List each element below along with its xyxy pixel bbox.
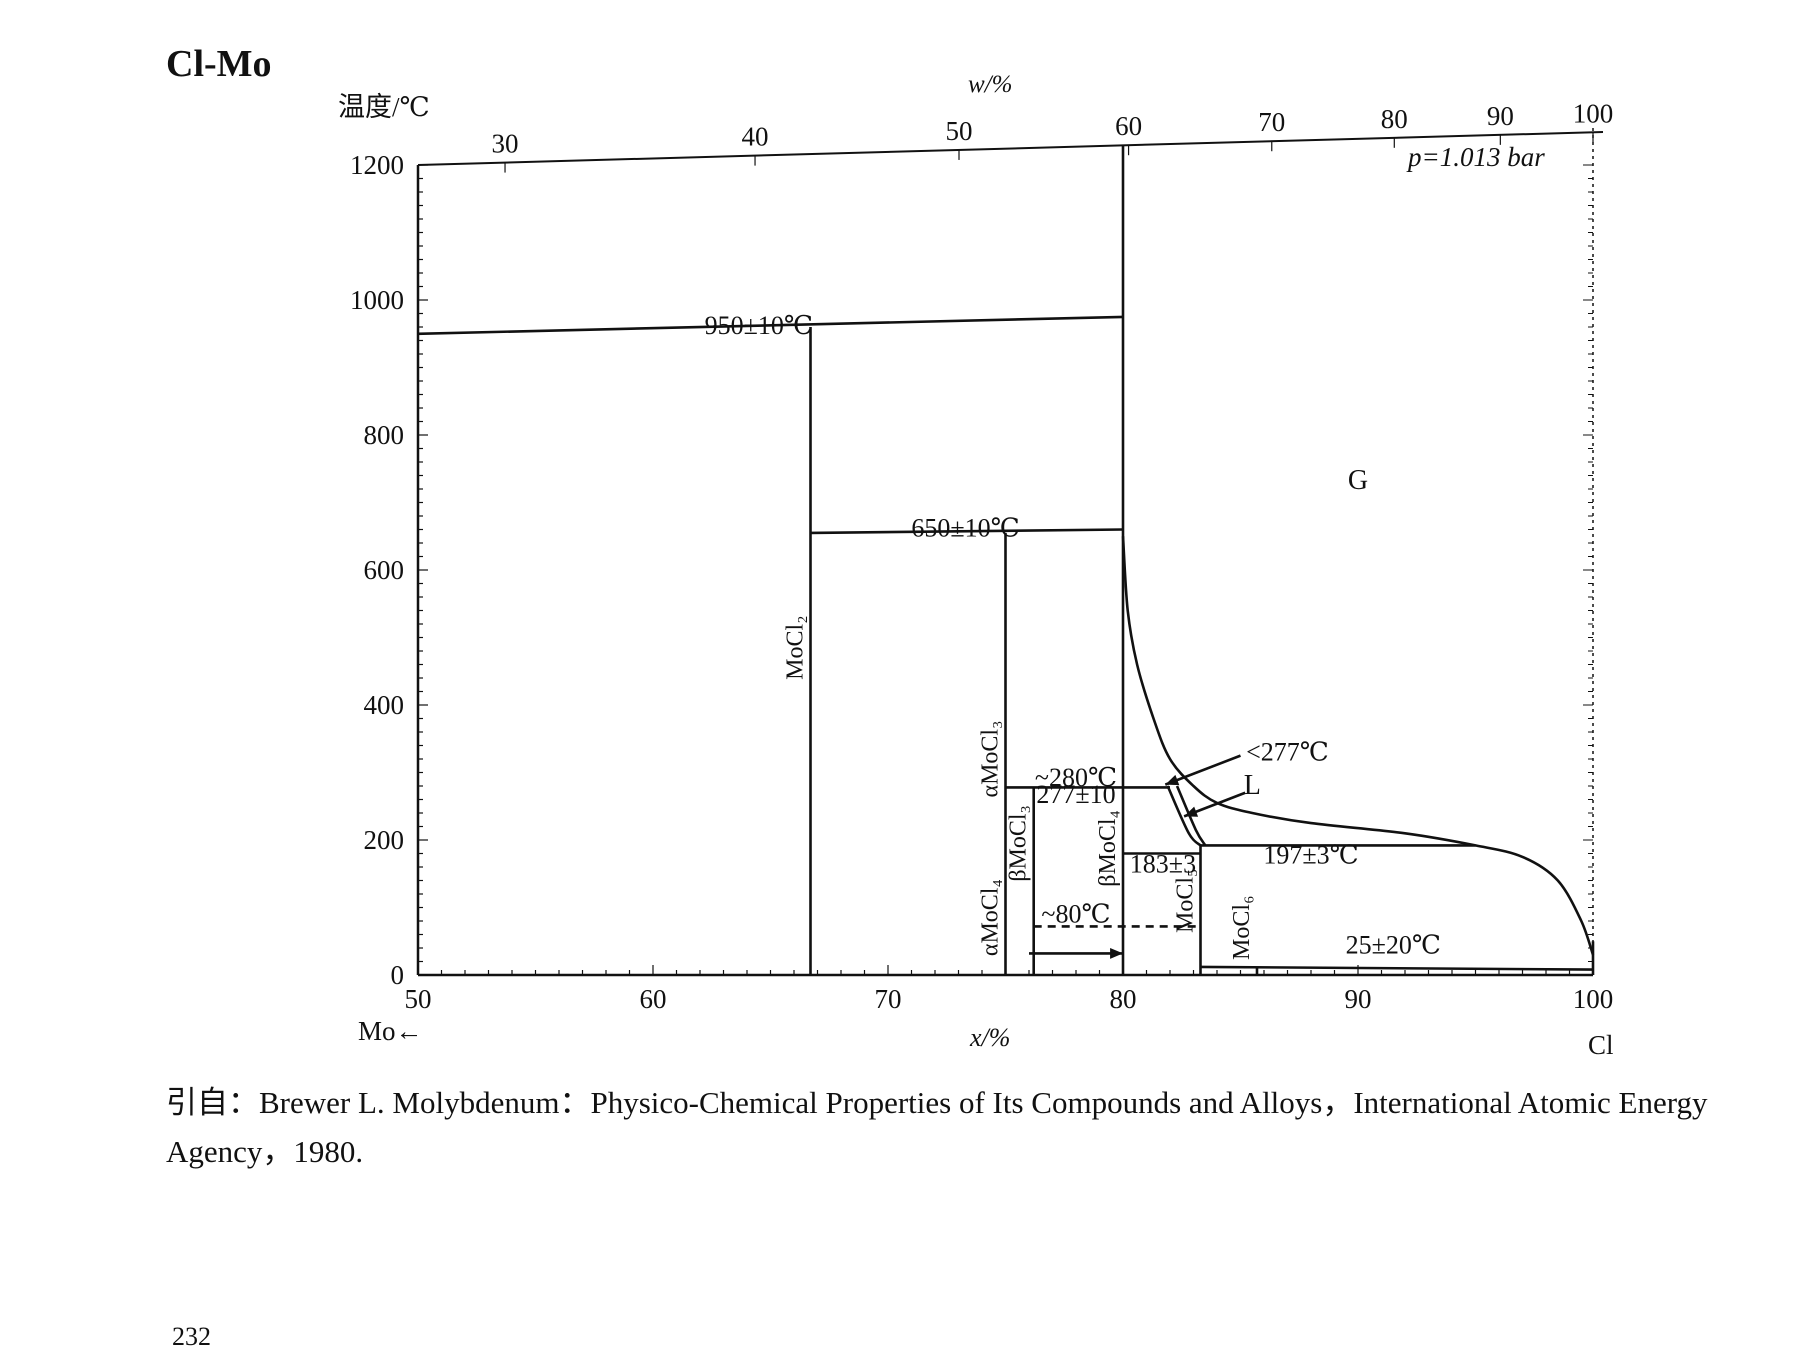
gas-liquidus-curve	[1121, 536, 1595, 956]
y-tick-label: 1200	[350, 150, 404, 180]
boundary-line	[1200, 965, 1594, 971]
x-tick-label: 70	[875, 984, 902, 1014]
compound-label: MoCl₆	[1229, 896, 1255, 960]
y-tick-label: 200	[364, 825, 405, 855]
temperature-annotation: 950±10℃	[705, 311, 813, 340]
compound-label: MoCl₂	[782, 615, 808, 679]
compound-label: MoCl₅	[1173, 869, 1199, 933]
y-tick-label: 400	[364, 690, 405, 720]
right-element-label: Cl	[1588, 1030, 1614, 1060]
y-axis-label: 温度/℃	[338, 92, 430, 122]
temperature-annotation: 183±3	[1130, 849, 1196, 878]
top-tick-label: 50	[946, 116, 973, 146]
source-caption: 引自：Brewer L. Molybdenum：Physico-Chemical…	[166, 1085, 1708, 1169]
temperature-annotation: 650±10℃	[911, 513, 1019, 542]
boundary-line	[417, 315, 1124, 336]
top-tick-label: 60	[1115, 111, 1142, 141]
pointer-arrow-line	[1164, 754, 1241, 786]
page-number: 232	[172, 1322, 211, 1351]
phase-label: L	[1244, 770, 1261, 801]
top-tick-label: 40	[742, 122, 769, 152]
boundary-line	[810, 528, 1124, 535]
y-tick-label: 1000	[350, 285, 404, 315]
pressure-note: p=1.013 bar	[1406, 142, 1545, 172]
temperature-annotation: 197±3℃	[1263, 841, 1358, 870]
temperature-annotation: 277±10	[1036, 780, 1115, 809]
y-tick-label: 600	[364, 555, 405, 585]
x-tick-label: 60	[640, 984, 667, 1014]
top-tick-label: 30	[492, 129, 519, 159]
x-axis-label: x/%	[969, 1023, 1010, 1052]
temperature-annotation: ~80℃	[1041, 899, 1110, 928]
liquid-left-curve	[1166, 785, 1202, 847]
compound-label: αMoCl₄	[978, 879, 1004, 956]
top-tick-label: 100	[1573, 98, 1614, 128]
top-axis-line	[417, 131, 1604, 166]
top-axis-label: w/%	[968, 71, 1012, 98]
pointer-arrow-head	[1184, 806, 1199, 817]
y-tick-label: 0	[391, 960, 405, 990]
chart-title: Cl-Mo	[166, 43, 272, 85]
top-tick-label: 70	[1258, 107, 1285, 137]
pointer-arrow-head	[1110, 947, 1123, 959]
x-tick-label: 90	[1345, 984, 1372, 1014]
pointer-arrow-head	[1165, 774, 1180, 786]
left-element-label: Mo←	[358, 1016, 423, 1046]
top-tick-label: 80	[1381, 104, 1408, 134]
temperature-annotation: <277℃	[1246, 737, 1329, 766]
compound-label: βMoCl₄	[1095, 810, 1121, 887]
x-tick-label: 50	[405, 984, 432, 1014]
x-tick-label: 100	[1573, 984, 1614, 1014]
temperature-annotation: ~280℃	[1035, 763, 1117, 792]
x-tick-label: 80	[1110, 984, 1137, 1014]
phase-boundaries	[417, 144, 1595, 975]
liquid-right-curve	[1175, 785, 1207, 847]
temperature-annotation: 25±20℃	[1346, 930, 1441, 959]
top-tick-label: 90	[1487, 101, 1514, 131]
phase-label: G	[1348, 465, 1368, 496]
compound-label: βMoCl₃	[1006, 805, 1032, 882]
compound-label: αMoCl₃	[978, 721, 1004, 798]
y-tick-label: 800	[364, 420, 405, 450]
